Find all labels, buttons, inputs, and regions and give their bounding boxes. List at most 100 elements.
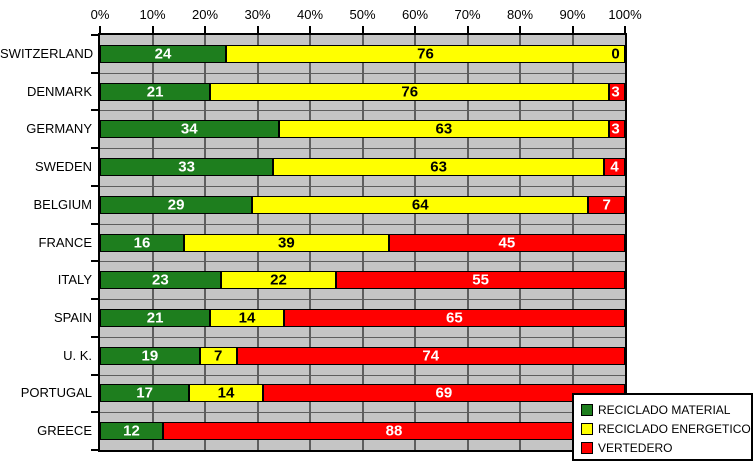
- bar-value-label: 3: [611, 83, 620, 101]
- category-label: SWEDEN: [34, 159, 92, 175]
- bar-value-label: 7: [213, 347, 223, 365]
- x-axis-tickmark: [361, 26, 364, 34]
- category-boundary-line: [100, 412, 625, 414]
- x-axis-tick-label: 0%: [90, 7, 110, 22]
- category-boundary-line: [100, 72, 625, 74]
- category-label: PORTUGAL: [20, 385, 92, 401]
- bar-segment-reciclado-energetico: [199, 346, 237, 365]
- bar-value-label: 74: [422, 347, 440, 365]
- legend-swatch-yellow-icon: [581, 422, 593, 435]
- y-axis-tickmark: [91, 109, 98, 112]
- bar-value-label: 0: [611, 45, 620, 63]
- bar-segment-vertedero: [604, 158, 625, 177]
- bar-segment-reciclado-material: [100, 82, 211, 101]
- legend-swatch-green-icon: [581, 403, 593, 416]
- bar-value-label: 23: [152, 271, 169, 289]
- x-axis-tickmark: [309, 26, 311, 34]
- bar-value-label: 4: [610, 158, 619, 176]
- bar-segment-vertedero: [236, 346, 625, 365]
- bar-segment-reciclado-material: [100, 195, 253, 214]
- bar-segment-vertedero: [336, 271, 625, 290]
- x-axis-tickmark: [99, 26, 101, 34]
- category-label: DENMARK: [26, 83, 92, 99]
- bar-value-label: 63: [435, 120, 453, 138]
- bar-value-label: 88: [385, 422, 403, 440]
- bar-segment-vertedero: [388, 233, 625, 252]
- bar-value-label: 16: [133, 234, 151, 251]
- x-axis-tick-label: 70%: [454, 7, 481, 22]
- bar-segment-reciclado-material: [100, 158, 274, 177]
- bar-value-label: 3: [611, 120, 620, 138]
- plot-area: 24 76 0 21 76 3 34 63 3 33 63 4 29 64 7 16 39 45 23 22 55 21 1…: [98, 33, 627, 452]
- x-axis-tick-label: 100%: [608, 7, 642, 22]
- bar-value-label: 64: [411, 196, 429, 214]
- bar-segment-reciclado-energetico: [252, 195, 589, 214]
- y-axis-tickmark: [91, 373, 98, 376]
- legend-label: RECICLADO MATERIAL: [598, 402, 731, 417]
- x-axis-tickmark: [256, 26, 259, 34]
- y-axis-tickmark: [91, 335, 98, 338]
- category-boundary-line: [100, 374, 625, 376]
- y-axis-tickmark: [91, 71, 98, 74]
- bar-segment-reciclado-material: [100, 233, 184, 252]
- category-boundary-line: [100, 110, 625, 112]
- legend-label: VERTEDERO: [598, 440, 673, 455]
- bar-value-label: 21: [146, 309, 164, 327]
- x-axis-tickmark: [624, 26, 626, 34]
- bar-value-label: 19: [141, 347, 159, 365]
- bar-segment-reciclado-energetico: [210, 82, 610, 101]
- bar-segment-vertedero: [609, 82, 625, 101]
- bar-value-label: 24: [154, 45, 172, 63]
- y-axis-tickmark: [91, 298, 98, 301]
- bar-value-label: 65: [446, 309, 463, 327]
- legend: RECICLADO MATERIAL RECICLADO ENERGETICO …: [572, 393, 753, 461]
- bar-value-label: 39: [278, 234, 295, 251]
- bar-segment-reciclado-material: [100, 120, 279, 139]
- bar-value-label: 45: [498, 234, 516, 251]
- bar-segment-reciclado-energetico: [184, 233, 389, 252]
- bar-segment-vertedero: [609, 120, 625, 139]
- y-axis-tickmark: [91, 222, 98, 225]
- x-axis-tickmark: [414, 26, 416, 34]
- legend-item-reciclado-energetico: RECICLADO ENERGETICO: [581, 419, 751, 438]
- bar-segment-vertedero: [588, 195, 625, 214]
- category-label: U. K.: [63, 347, 92, 363]
- bar-segment-reciclado-material: [100, 308, 211, 327]
- bar-segment-reciclado-energetico: [273, 158, 604, 177]
- category-label: BELGIUM: [33, 196, 92, 212]
- x-axis-tickmark: [151, 26, 154, 34]
- bar-value-label: 17: [136, 384, 153, 402]
- category-label: SWITZERLAND: [0, 45, 94, 61]
- bar-segment-reciclado-material: [100, 384, 190, 403]
- bar-value-label: 76: [417, 45, 434, 63]
- x-axis-tick-label: 50%: [349, 7, 376, 22]
- category-label: GREECE: [37, 423, 92, 439]
- bar-value-label: 63: [430, 158, 447, 176]
- legend-item-reciclado-material: RECICLADO MATERIAL: [581, 400, 751, 419]
- category-label: ITALY: [57, 272, 92, 288]
- bar-segment-vertedero: [283, 308, 625, 327]
- bar-value-label: 55: [472, 271, 489, 289]
- category-boundary-line: [100, 148, 625, 150]
- bar-segment-reciclado-energetico: [278, 120, 610, 139]
- bar-value-label: 69: [435, 384, 453, 402]
- category-label: FRANCE: [38, 234, 92, 250]
- bar-segment-reciclado-material: [100, 44, 226, 63]
- legend-item-vertedero: VERTEDERO: [581, 438, 751, 457]
- bar-value-label: 76: [401, 83, 419, 101]
- category-label: GERMANY: [26, 121, 92, 137]
- x-axis-tick-label: 10%: [139, 7, 166, 22]
- bar-segment-reciclado-material: [100, 422, 163, 441]
- legend-swatch-red-icon: [581, 441, 593, 454]
- x-axis-tick-label: 90%: [559, 7, 586, 22]
- legend-label: RECICLADO ENERGETICO: [598, 421, 751, 436]
- y-axis-tickmark: [91, 184, 98, 187]
- category-boundary-line: [100, 223, 625, 225]
- x-axis-tickmark: [519, 26, 521, 34]
- x-axis-tick-label: 80%: [506, 7, 534, 22]
- bar-segment-reciclado-energetico: [210, 308, 284, 327]
- category-label: SPAIN: [53, 309, 92, 325]
- bar-value-label: 29: [167, 196, 185, 214]
- bar-value-label: 34: [180, 120, 198, 138]
